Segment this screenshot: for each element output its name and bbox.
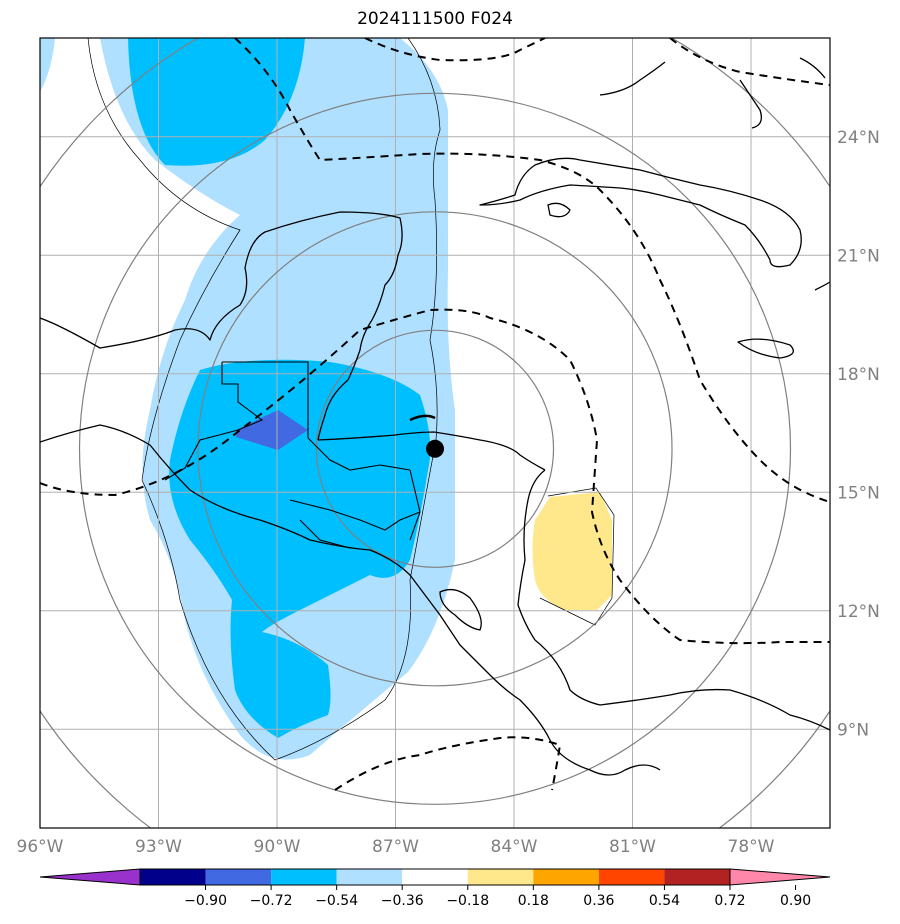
coast-bahamas-north bbox=[799, 57, 826, 79]
coast-pacific bbox=[40, 424, 661, 776]
colorbar-segment bbox=[336, 869, 403, 885]
latitude-label: 9°N bbox=[837, 720, 869, 740]
longitude-label: 90°W bbox=[254, 837, 301, 857]
storm-center-marker bbox=[426, 439, 444, 458]
latitude-label: 18°N bbox=[837, 365, 880, 385]
colorbar-segment bbox=[598, 869, 665, 885]
coast-honduras bbox=[317, 431, 546, 471]
coast-nicaragua bbox=[517, 469, 546, 641]
coast-lake-nicaragua bbox=[439, 588, 482, 631]
colorbar-tick-label: 0.72 bbox=[714, 893, 745, 909]
bay-islands bbox=[409, 414, 436, 422]
colorbar-tick-label: 0.18 bbox=[518, 893, 549, 909]
colorbar-labels: −0.90 −0.72 −0.54 −0.36 −0.18 0.18 0.36 0.54 0.7… bbox=[184, 885, 811, 909]
coast-isla-juventud bbox=[547, 202, 571, 218]
colorbar-tick-label: 0.54 bbox=[649, 893, 680, 909]
latitude-label: 15°N bbox=[837, 483, 880, 503]
longitude-label: 84°W bbox=[491, 837, 538, 857]
coast-bahamas bbox=[739, 79, 763, 129]
anomaly-medium-blue-field bbox=[128, 38, 431, 738]
longitude-label: 78°W bbox=[728, 837, 775, 857]
colorbar-outline bbox=[139, 868, 731, 886]
colorbar-segment bbox=[205, 869, 272, 885]
longitude-labels: 96°W 93°W 90°W 87°W 84°W 81°W 78°W bbox=[17, 837, 775, 857]
colorbar-tick-label: −0.36 bbox=[381, 893, 424, 909]
colorbar-tick-label: −0.54 bbox=[315, 893, 358, 909]
colorbar-segment bbox=[467, 869, 534, 885]
colorbar-segment bbox=[533, 869, 599, 885]
map-frame bbox=[39, 37, 831, 829]
anomaly-yellow-field bbox=[532, 492, 612, 610]
coast-hispaniola bbox=[814, 281, 830, 291]
latitude-label: 21°N bbox=[837, 246, 880, 266]
colorbar-tick-label: −0.90 bbox=[184, 893, 227, 909]
colorbar bbox=[39, 868, 831, 886]
longitude-label: 96°W bbox=[17, 837, 64, 857]
range-ring bbox=[78, 92, 792, 805]
anomaly-royal-blue-field bbox=[236, 410, 308, 450]
dashed-contours bbox=[40, 38, 830, 791]
coast-belize bbox=[317, 379, 349, 441]
colorbar-tick-label: 0.36 bbox=[583, 893, 614, 909]
coast-cuba bbox=[479, 157, 802, 268]
longitude-label: 81°W bbox=[609, 837, 656, 857]
colorbar-low-extension bbox=[39, 868, 141, 886]
colorbar-segment bbox=[402, 869, 468, 885]
colorbar-high-extension bbox=[729, 868, 831, 886]
coast-florida bbox=[599, 61, 666, 96]
latitude-label: 12°N bbox=[837, 602, 880, 622]
longitude-label: 93°W bbox=[135, 837, 182, 857]
coast-costa-rica-panama bbox=[534, 639, 830, 731]
range-ring bbox=[315, 329, 555, 568]
coast-mexico-yucatan bbox=[40, 211, 403, 381]
range-ring bbox=[197, 211, 673, 687]
thin-contour-lines bbox=[87, 38, 615, 761]
map-title: 2024111500 F024 bbox=[357, 9, 513, 29]
colorbar-tick-label: −0.18 bbox=[446, 893, 489, 909]
colorbar-segment bbox=[664, 869, 730, 885]
coastlines bbox=[40, 57, 830, 776]
colorbar-tick-label: −0.72 bbox=[250, 893, 293, 909]
longitude-label: 87°W bbox=[372, 837, 419, 857]
latitude-label: 24°N bbox=[837, 128, 880, 148]
latitude-labels: 24°N 21°N 18°N 15°N 12°N 9°N bbox=[837, 128, 880, 741]
colorbar-segment bbox=[140, 869, 206, 885]
coast-jamaica bbox=[737, 338, 794, 359]
colorbar-tick-label: 0.90 bbox=[780, 893, 811, 909]
colorbar-segment bbox=[271, 869, 337, 885]
